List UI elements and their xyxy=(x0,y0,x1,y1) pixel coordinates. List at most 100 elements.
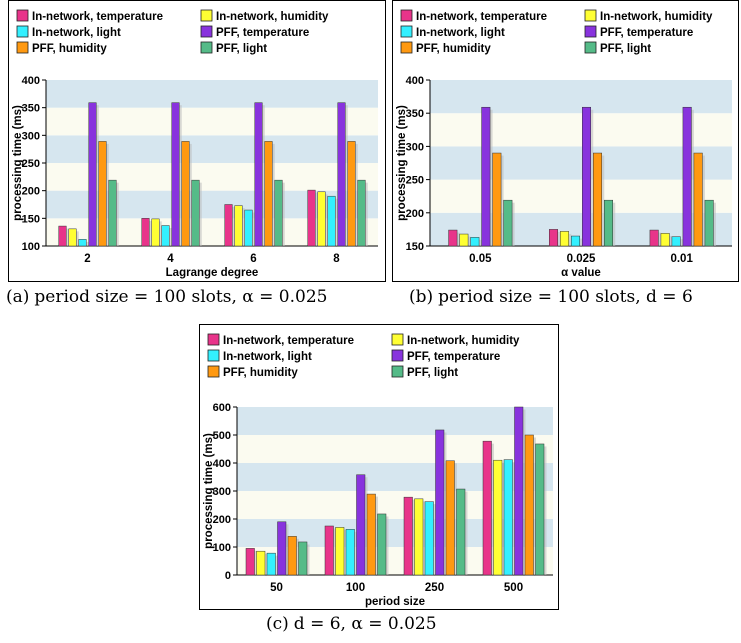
legend-swatch xyxy=(391,349,404,362)
bar-in-network-humidity-4 xyxy=(151,218,160,247)
bar-pff-temperature-250 xyxy=(435,429,445,576)
legend: In-network, temperature In-network, humid… xyxy=(400,9,713,55)
legend-swatch xyxy=(200,25,213,38)
bar-pff-temperature-500 xyxy=(514,406,524,576)
legend-swatch xyxy=(200,41,213,54)
caption-a-text: period size = 100 slots, α = 0.025 xyxy=(34,287,328,307)
legend-label: PFF, humidity xyxy=(32,43,107,55)
x-tick-label: 0.01 xyxy=(670,253,693,265)
chart-panel-a: In-network, temperature In-network, humid… xyxy=(8,0,386,282)
caption-a: (a) period size = 100 slots, α = 0.025 xyxy=(6,287,327,307)
bar-pff-temperature-6 xyxy=(254,102,263,247)
grid-band xyxy=(430,80,732,114)
legend-swatch xyxy=(16,25,29,38)
legend-swatch xyxy=(16,41,29,54)
legend-item-in-network-temperature: In-network, temperature xyxy=(16,9,163,23)
x-tick-label: 4 xyxy=(167,253,174,265)
grid-band xyxy=(430,179,732,213)
y-tick-label: 100 xyxy=(213,542,231,554)
bar-in-network-light-0-05 xyxy=(470,237,480,247)
x-axis-label: period size xyxy=(365,596,425,608)
x-tick-label: 2 xyxy=(84,253,90,265)
bar-in-network-humidity-2 xyxy=(68,228,77,247)
bar-pff-temperature-50 xyxy=(277,521,287,576)
legend-item-in-network-temperature: In-network, temperature xyxy=(207,333,354,347)
bar-pff-humidity-8 xyxy=(347,141,356,247)
bar-pff-temperature-0-01 xyxy=(682,106,692,247)
legend-label: PFF, light xyxy=(600,43,651,55)
bars xyxy=(448,106,716,247)
bar-pff-light-0-025 xyxy=(604,199,613,247)
bar-in-network-light-2 xyxy=(78,239,87,247)
bar-in-network-temperature-0-05 xyxy=(448,229,458,247)
chart-panel-b: In-network, temperature In-network, humid… xyxy=(392,0,739,282)
grid-band xyxy=(46,80,378,108)
legend: In-network, temperature In-network, humid… xyxy=(207,333,520,379)
bar-in-network-humidity-6 xyxy=(234,205,243,247)
bar-in-network-temperature-2 xyxy=(58,225,67,247)
bar-pff-temperature-0-025 xyxy=(582,106,591,247)
y-tick-label: 150 xyxy=(22,213,40,225)
legend-label: In-network, light xyxy=(416,27,505,39)
bar-pff-light-100 xyxy=(377,513,387,576)
bar-in-network-light-250 xyxy=(424,501,434,576)
y-tick-label: 200 xyxy=(22,186,40,198)
legend-item-pff-humidity: PFF, humidity xyxy=(207,365,298,379)
legend-swatch xyxy=(584,9,597,22)
bar-pff-temperature-0-05 xyxy=(481,106,491,247)
caption-c-text: d = 6, α = 0.025 xyxy=(293,614,437,634)
grid-band xyxy=(46,107,378,136)
bar-pff-light-50 xyxy=(298,541,308,576)
bar-pff-temperature-4 xyxy=(171,102,180,247)
caption-b: (b) period size = 100 slots, d = 6 xyxy=(409,287,693,307)
legend-swatch xyxy=(584,25,597,38)
legend-swatch xyxy=(207,365,220,378)
y-tick-label: 250 xyxy=(22,158,40,170)
legend-item-in-network-light: In-network, light xyxy=(207,349,312,363)
x-tick-label: 0.05 xyxy=(469,253,492,265)
bar-pff-light-250 xyxy=(456,488,466,576)
caption-c-label: (c) xyxy=(266,614,289,634)
bar-pff-light-8 xyxy=(357,179,366,247)
bars xyxy=(245,406,547,576)
caption-b-label: (b) xyxy=(409,287,434,307)
bar-pff-temperature-100 xyxy=(356,474,366,576)
bar-in-network-light-0-01 xyxy=(671,236,681,247)
legend-label: PFF, temperature xyxy=(407,351,500,363)
bar-in-network-humidity-50 xyxy=(256,550,266,576)
legend-item-in-network-humidity: In-network, humidity xyxy=(200,9,329,23)
x-tick-label: 100 xyxy=(346,582,365,594)
y-tick-label: 400 xyxy=(22,75,40,87)
bar-pff-humidity-0-01 xyxy=(693,152,703,247)
bar-in-network-light-4 xyxy=(161,225,170,247)
y-tick-label: 200 xyxy=(213,514,231,526)
bar-in-network-light-0-025 xyxy=(571,235,580,247)
legend-item-pff-humidity: PFF, humidity xyxy=(400,41,491,55)
bar-in-network-temperature-6 xyxy=(224,204,233,247)
legend-label: In-network, humidity xyxy=(407,335,520,347)
y-tick-label: 350 xyxy=(22,103,40,115)
x-tick-label: 6 xyxy=(250,253,256,265)
legend-item-in-network-temperature: In-network, temperature xyxy=(400,9,547,23)
bar-pff-light-4 xyxy=(191,179,200,247)
legend-label: In-network, temperature xyxy=(416,11,547,23)
bar-pff-temperature-2 xyxy=(88,102,97,247)
legend-swatch xyxy=(200,9,213,22)
legend-item-pff-light: PFF, light xyxy=(200,41,267,55)
caption-b-text: period size = 100 slots, d = 6 xyxy=(438,287,693,307)
bar-in-network-humidity-100 xyxy=(335,527,345,576)
x-tick-label: 50 xyxy=(270,582,283,594)
x-tick-label: 500 xyxy=(504,582,523,594)
bar-pff-humidity-50 xyxy=(287,536,297,576)
bar-pff-humidity-0-025 xyxy=(593,152,602,247)
y-tick-label: 300 xyxy=(406,141,424,153)
bar-in-network-temperature-50 xyxy=(245,548,255,576)
bar-in-network-temperature-8 xyxy=(307,189,316,247)
bar-in-network-temperature-250 xyxy=(403,496,413,576)
legend-label: In-network, temperature xyxy=(223,335,354,347)
legend-label: PFF, temperature xyxy=(600,27,693,39)
bar-in-network-light-50 xyxy=(266,552,276,576)
bar-in-network-humidity-0-01 xyxy=(660,233,670,247)
legend-label: PFF, humidity xyxy=(223,367,298,379)
legend-label: PFF, humidity xyxy=(416,43,491,55)
